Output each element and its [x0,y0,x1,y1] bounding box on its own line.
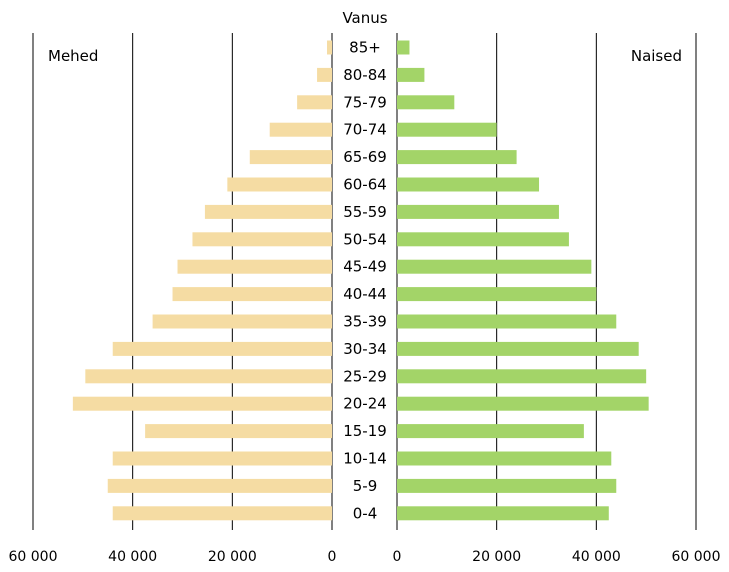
legend-women-label: Naised [631,47,682,65]
bar-women-50-54 [397,232,569,247]
bar-women-40-44 [397,287,597,302]
legend-men-label: Mehed [48,47,98,65]
bar-women-15-19 [397,424,584,439]
category-label-55-59: 55-59 [343,203,387,221]
category-label-35-39: 35-39 [343,313,387,331]
category-label-10-14: 10-14 [343,450,387,468]
bar-women-80-84 [397,67,425,82]
bar-men-75-79 [297,95,332,110]
bar-men-25-29 [85,369,332,384]
x-tick-right-0: 0 [393,549,402,565]
bar-women-60-64 [397,177,540,192]
category-label-50-54: 50-54 [343,230,387,248]
bar-women-0-4 [397,506,609,521]
category-label-80-84: 80-84 [343,66,387,84]
category-label-60-64: 60-64 [343,176,387,194]
age-axis-title: Vanus [342,9,387,27]
bar-men-5-9 [107,478,332,493]
bar-men-40-44 [172,287,332,302]
bar-men-55-59 [204,204,332,219]
category-label-5-9: 5-9 [353,477,378,495]
bar-women-85+ [397,40,410,55]
bar-women-5-9 [397,478,617,493]
x-tick-right-3: 60 000 [672,549,721,565]
category-label-25-29: 25-29 [343,367,387,385]
bar-men-45-49 [177,259,332,274]
category-label-70-74: 70-74 [343,121,387,139]
category-label-85+: 85+ [349,39,381,57]
category-label-45-49: 45-49 [343,258,387,276]
bar-women-70-74 [397,122,497,137]
bar-men-10-14 [112,451,332,466]
x-tick-left-1: 20 000 [208,549,257,565]
bar-women-55-59 [397,204,559,219]
bar-women-20-24 [397,396,649,411]
bar-women-25-29 [397,369,647,384]
bar-men-15-19 [145,424,332,439]
bar-men-50-54 [192,232,332,247]
category-label-15-19: 15-19 [343,422,387,440]
bar-women-75-79 [397,95,455,110]
bar-women-30-34 [397,341,639,356]
category-label-40-44: 40-44 [343,285,387,303]
category-label-65-69: 65-69 [343,148,387,166]
x-tick-left-2: 40 000 [108,549,157,565]
bar-men-35-39 [152,314,332,329]
x-tick-right-1: 20 000 [472,549,521,565]
bar-men-80-84 [317,67,332,82]
category-label-30-34: 30-34 [343,340,387,358]
bar-men-60-64 [227,177,332,192]
category-label-75-79: 75-79 [343,93,387,111]
bar-layer [72,40,649,521]
label-layer: Vanus Mehed Naised [48,9,682,65]
bar-men-30-34 [112,341,332,356]
x-tick-left-0: 0 [328,549,337,565]
bar-men-20-24 [72,396,332,411]
x-tick-layer: 0 0 20 000 20 000 40 000 40 000 60 000 60 000 [9,549,721,565]
bar-women-45-49 [397,259,592,274]
category-label-layer: 85+ 80-84 75-79 70-74 65-69 60-64 55-59 50-54 45… [343,39,387,523]
x-tick-left-3: 60 000 [9,549,58,565]
category-label-0-4: 0-4 [353,504,378,522]
bar-women-10-14 [397,451,612,466]
x-tick-right-2: 40 000 [572,549,621,565]
category-label-20-24: 20-24 [343,395,387,413]
bar-men-70-74 [269,122,332,137]
bar-women-65-69 [397,150,517,165]
grid-layer [32,33,697,530]
bar-men-0-4 [112,506,332,521]
bar-women-35-39 [397,314,617,329]
bar-men-85+ [327,40,332,55]
bar-men-65-69 [249,150,332,165]
